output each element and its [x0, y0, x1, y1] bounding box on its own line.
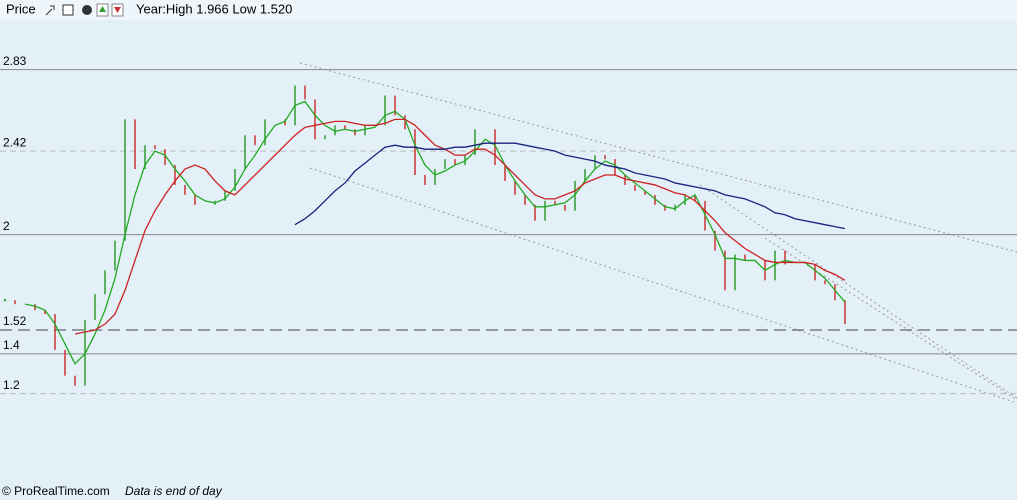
- trendline: [309, 167, 1017, 404]
- y-tick-label: 1.4: [3, 338, 20, 352]
- close-icon[interactable]: [82, 5, 92, 15]
- panel-label: Price: [6, 1, 36, 16]
- up-arrow: [99, 6, 106, 12]
- y-tick-label: 2: [3, 219, 10, 233]
- toolbar-icons[interactable]: [45, 3, 124, 17]
- down-arrow: [114, 7, 121, 13]
- footer-source: © ProRealTime.com: [2, 484, 110, 498]
- year-stats: Year:High 1.966 Low 1.520: [136, 1, 292, 16]
- y-tick-label: 1.52: [3, 314, 27, 328]
- y-tick-label: 1.2: [3, 378, 20, 392]
- moving-average: [24, 100, 846, 365]
- price-point: [3, 298, 7, 302]
- trendline: [699, 184, 1017, 399]
- trendline: [299, 62, 1017, 253]
- wrench-icon[interactable]: [45, 5, 55, 16]
- y-tick-label: 2.42: [3, 135, 27, 149]
- moving-average: [294, 142, 846, 230]
- footer-note: Data is end of day: [125, 484, 223, 498]
- window-icon[interactable]: [62, 4, 74, 16]
- header-bar: [0, 0, 1017, 20]
- trendlines: [299, 62, 1017, 404]
- y-tick-label: 2.83: [3, 54, 27, 68]
- moving-average: [74, 118, 846, 335]
